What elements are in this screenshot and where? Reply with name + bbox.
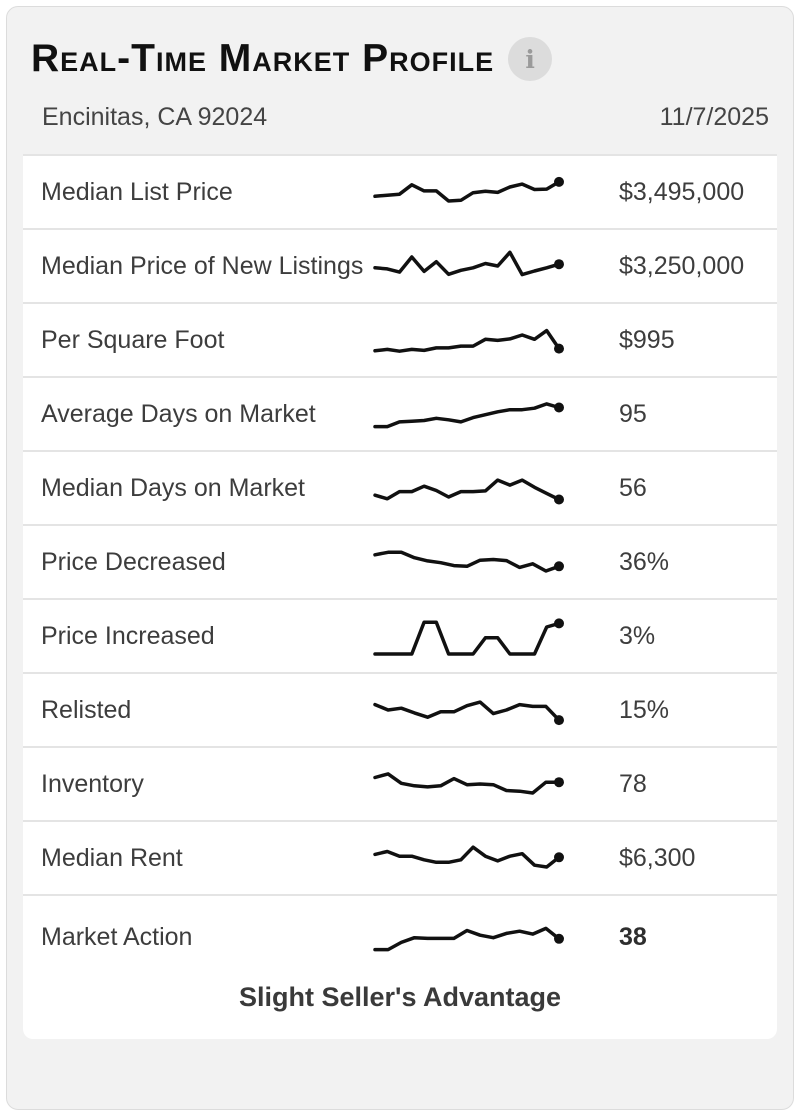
metric-label: Median Days on Market	[41, 473, 306, 502]
sparkline-chart	[373, 700, 564, 726]
metric-label: Price Increased	[41, 621, 215, 650]
metric-value: 36%	[619, 547, 670, 576]
table-row: Price Decreased 36%	[23, 526, 777, 600]
sparkline-chart	[373, 328, 564, 354]
metric-label: Inventory	[41, 769, 144, 798]
table-row: Relisted 15%	[23, 674, 777, 748]
table-row: Per Square Foot $995	[23, 304, 777, 378]
table-row: Median List Price $3,495,000	[23, 156, 777, 230]
metric-value: 15%	[619, 695, 670, 724]
metric-label: Median Rent	[41, 843, 183, 872]
page-title: Real-Time Market Profile	[31, 37, 495, 80]
metric-value: $995	[619, 325, 675, 354]
sparkline-chart	[373, 772, 564, 795]
sparkline-chart	[373, 478, 564, 505]
metric-label: Market Action	[41, 922, 193, 951]
sparkline-chart	[373, 250, 564, 277]
table-row: Inventory 78	[23, 748, 777, 822]
metric-label: Average Days on Market	[41, 399, 316, 428]
sparkline-chart	[373, 845, 564, 869]
table-row: Median Rent $6,300	[23, 822, 777, 896]
location-label: Encinitas, CA 92024	[42, 103, 268, 131]
table-row: Price Increased 3%	[23, 600, 777, 674]
metric-value: 3%	[619, 621, 656, 650]
info-icon: i	[525, 44, 535, 74]
table-row: Median Price of New Listings $3,250,000	[23, 230, 777, 304]
metric-value: $3,250,000	[619, 251, 745, 280]
metric-value: 78	[619, 769, 647, 798]
metric-label: Per Square Foot	[41, 325, 225, 354]
metric-label: Relisted	[41, 695, 132, 724]
card-header: Real-Time Market Profile i	[7, 7, 793, 81]
market-status-label: Slight Seller's Advantage	[238, 982, 561, 1012]
sparkline-chart	[373, 176, 564, 203]
metric-label: Price Decreased	[41, 547, 226, 576]
sparkline-chart	[373, 618, 564, 656]
metric-value: $3,495,000	[619, 177, 745, 206]
metric-label: Median List Price	[41, 177, 233, 206]
subheader: Encinitas, CA 92024 11/7/2025	[7, 81, 793, 132]
metrics-table: Median List Price $3,495,000 Median Pric…	[23, 154, 777, 1039]
metric-value: $6,300	[619, 843, 696, 872]
market-profile-card: Real-Time Market Profile i Encinitas, CA…	[6, 6, 794, 1110]
info-button[interactable]: i	[508, 37, 553, 81]
sparkline-chart	[373, 550, 564, 573]
sparkline-chart	[373, 926, 564, 952]
table-row: Median Days on Market 56	[23, 452, 777, 526]
metric-label: Median Price of New Listings	[41, 251, 364, 280]
metric-value: 56	[619, 473, 647, 502]
sparkline-chart	[373, 402, 564, 429]
metric-value: 95	[619, 399, 647, 428]
table-row: Market Action 38	[23, 896, 777, 970]
metric-value: 38	[619, 922, 647, 951]
report-date: 11/7/2025	[659, 103, 769, 131]
table-row: Average Days on Market 95	[23, 378, 777, 452]
market-action-section: Market Action 38 Slight Seller's Advanta…	[23, 896, 777, 1039]
